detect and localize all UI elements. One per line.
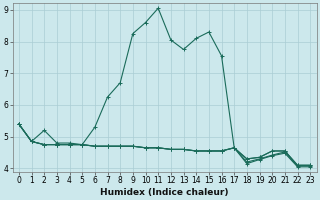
X-axis label: Humidex (Indice chaleur): Humidex (Indice chaleur): [100, 188, 229, 197]
